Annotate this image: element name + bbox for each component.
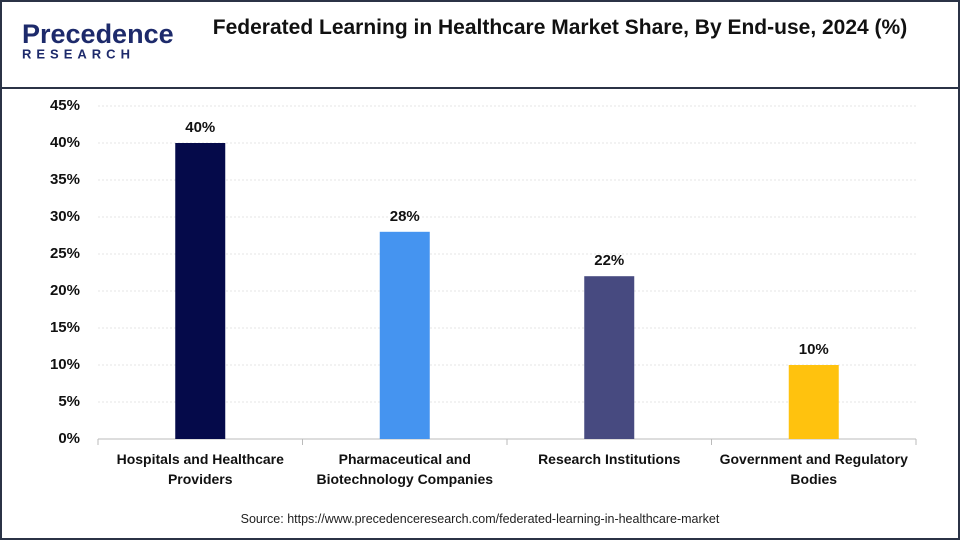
y-tick-label: 5%	[58, 393, 80, 410]
value-label: 22%	[594, 252, 624, 269]
bar	[379, 231, 430, 439]
bar	[175, 143, 226, 439]
y-tick-label: 15%	[50, 319, 80, 336]
y-tick-label: 10%	[50, 356, 80, 373]
value-label: 40%	[185, 119, 215, 136]
y-tick-label: 40%	[50, 134, 80, 151]
chart-title: Federated Learning in Healthcare Market …	[212, 16, 908, 39]
y-tick-label: 30%	[50, 208, 80, 225]
y-tick-label: 0%	[58, 430, 80, 447]
y-tick-label: 20%	[50, 282, 80, 299]
x-tick-label: Government and Regulatory Bodies	[719, 451, 908, 487]
y-tick-label: 25%	[50, 245, 80, 262]
source: Source: https://www.precedenceresearch.c…	[240, 512, 720, 526]
x-tick-label: Research Institutions	[538, 451, 681, 467]
x-tick-label: Pharmaceutical and Biotechnology Compani…	[316, 451, 494, 487]
bar	[788, 365, 839, 439]
value-label: 28%	[390, 208, 420, 225]
y-tick-label: 35%	[50, 171, 80, 188]
x-tick-label: Hospitals and Healthcare Providers	[116, 451, 284, 487]
logo-sub: RESEARCH	[22, 46, 135, 61]
y-tick-label: 45%	[50, 97, 80, 114]
value-label: 10%	[799, 341, 829, 358]
bar	[584, 276, 635, 439]
logo-name: Precedence	[22, 19, 174, 49]
